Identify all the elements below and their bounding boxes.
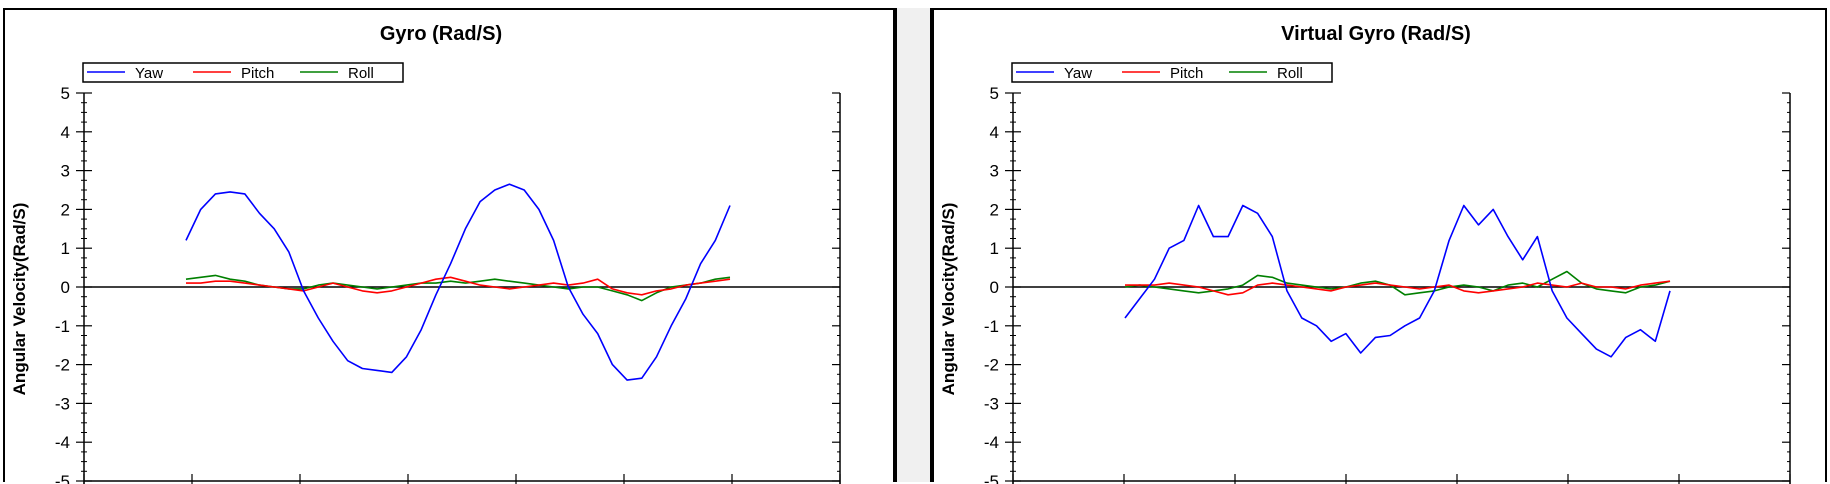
y-tick-label: 4 <box>61 123 70 142</box>
y-tick-label: 5 <box>990 84 999 103</box>
gyro-chart-panel: Gyro (Rad/S) Yaw Pitch Roll Angular Velocity… <box>3 8 895 484</box>
y-axis-label: Angular Velocity(Rad/S) <box>10 203 29 396</box>
y-tick-label: 5 <box>61 84 70 103</box>
y-tick-label: -4 <box>55 433 70 452</box>
chart-title: Virtual Gyro (Rad/S) <box>1281 23 1471 45</box>
y-tick-label: -3 <box>55 394 70 413</box>
legend-label-pitch: Pitch <box>241 65 274 82</box>
legend-label-yaw: Yaw <box>135 65 163 82</box>
y-axis-label: Angular Velocity(Rad/S) <box>939 203 958 396</box>
legend-label-pitch: Pitch <box>1170 65 1203 82</box>
y-tick-label: 0 <box>990 278 999 297</box>
virtual-gyro-chart-panel: Virtual Gyro (Rad/S) Yaw Pitch Roll Angular … <box>932 8 1827 484</box>
y-tick-label: -5 <box>55 472 70 484</box>
y-tick-label: -1 <box>984 317 999 336</box>
y-tick-label: 4 <box>990 123 999 142</box>
y-tick-label: -2 <box>984 356 999 375</box>
y-tick-label: -3 <box>984 394 999 413</box>
y-tick-label: 3 <box>990 162 999 181</box>
y-tick-label: -5 <box>984 472 999 484</box>
series-line-yaw <box>185 183 731 381</box>
virtual-gyro-chart: Virtual Gyro (Rad/S) Yaw Pitch Roll Angular … <box>939 23 1791 484</box>
legend-label-roll: Roll <box>1277 65 1303 82</box>
y-tick-label: -4 <box>984 433 999 452</box>
y-tick-label: 0 <box>61 278 70 297</box>
y-tick-label: 1 <box>61 239 70 258</box>
series-line-pitch <box>186 276 731 296</box>
legend: Yaw Pitch Roll <box>1011 62 1333 83</box>
legend-label-yaw: Yaw <box>1064 65 1092 82</box>
y-tick-label: -2 <box>55 356 70 375</box>
legend-label-roll: Roll <box>348 65 374 82</box>
series-line-pitch <box>1125 280 1671 296</box>
legend-box <box>1011 62 1333 83</box>
y-tick-label: -1 <box>55 317 70 336</box>
gyro-chart: Gyro (Rad/S) Yaw Pitch Roll Angular Velocity… <box>10 23 841 484</box>
series-line-yaw <box>1124 204 1671 358</box>
y-tick-label: 1 <box>990 239 999 258</box>
legend-box <box>82 62 404 83</box>
panel-splitter[interactable] <box>895 8 932 482</box>
y-tick-label: 2 <box>990 200 999 219</box>
series-line-roll <box>1124 270 1671 296</box>
y-tick-label: 3 <box>61 162 70 181</box>
y-tick-label: 2 <box>61 200 70 219</box>
chart-title: Gyro (Rad/S) <box>380 23 502 45</box>
legend: Yaw Pitch Roll <box>82 62 404 83</box>
